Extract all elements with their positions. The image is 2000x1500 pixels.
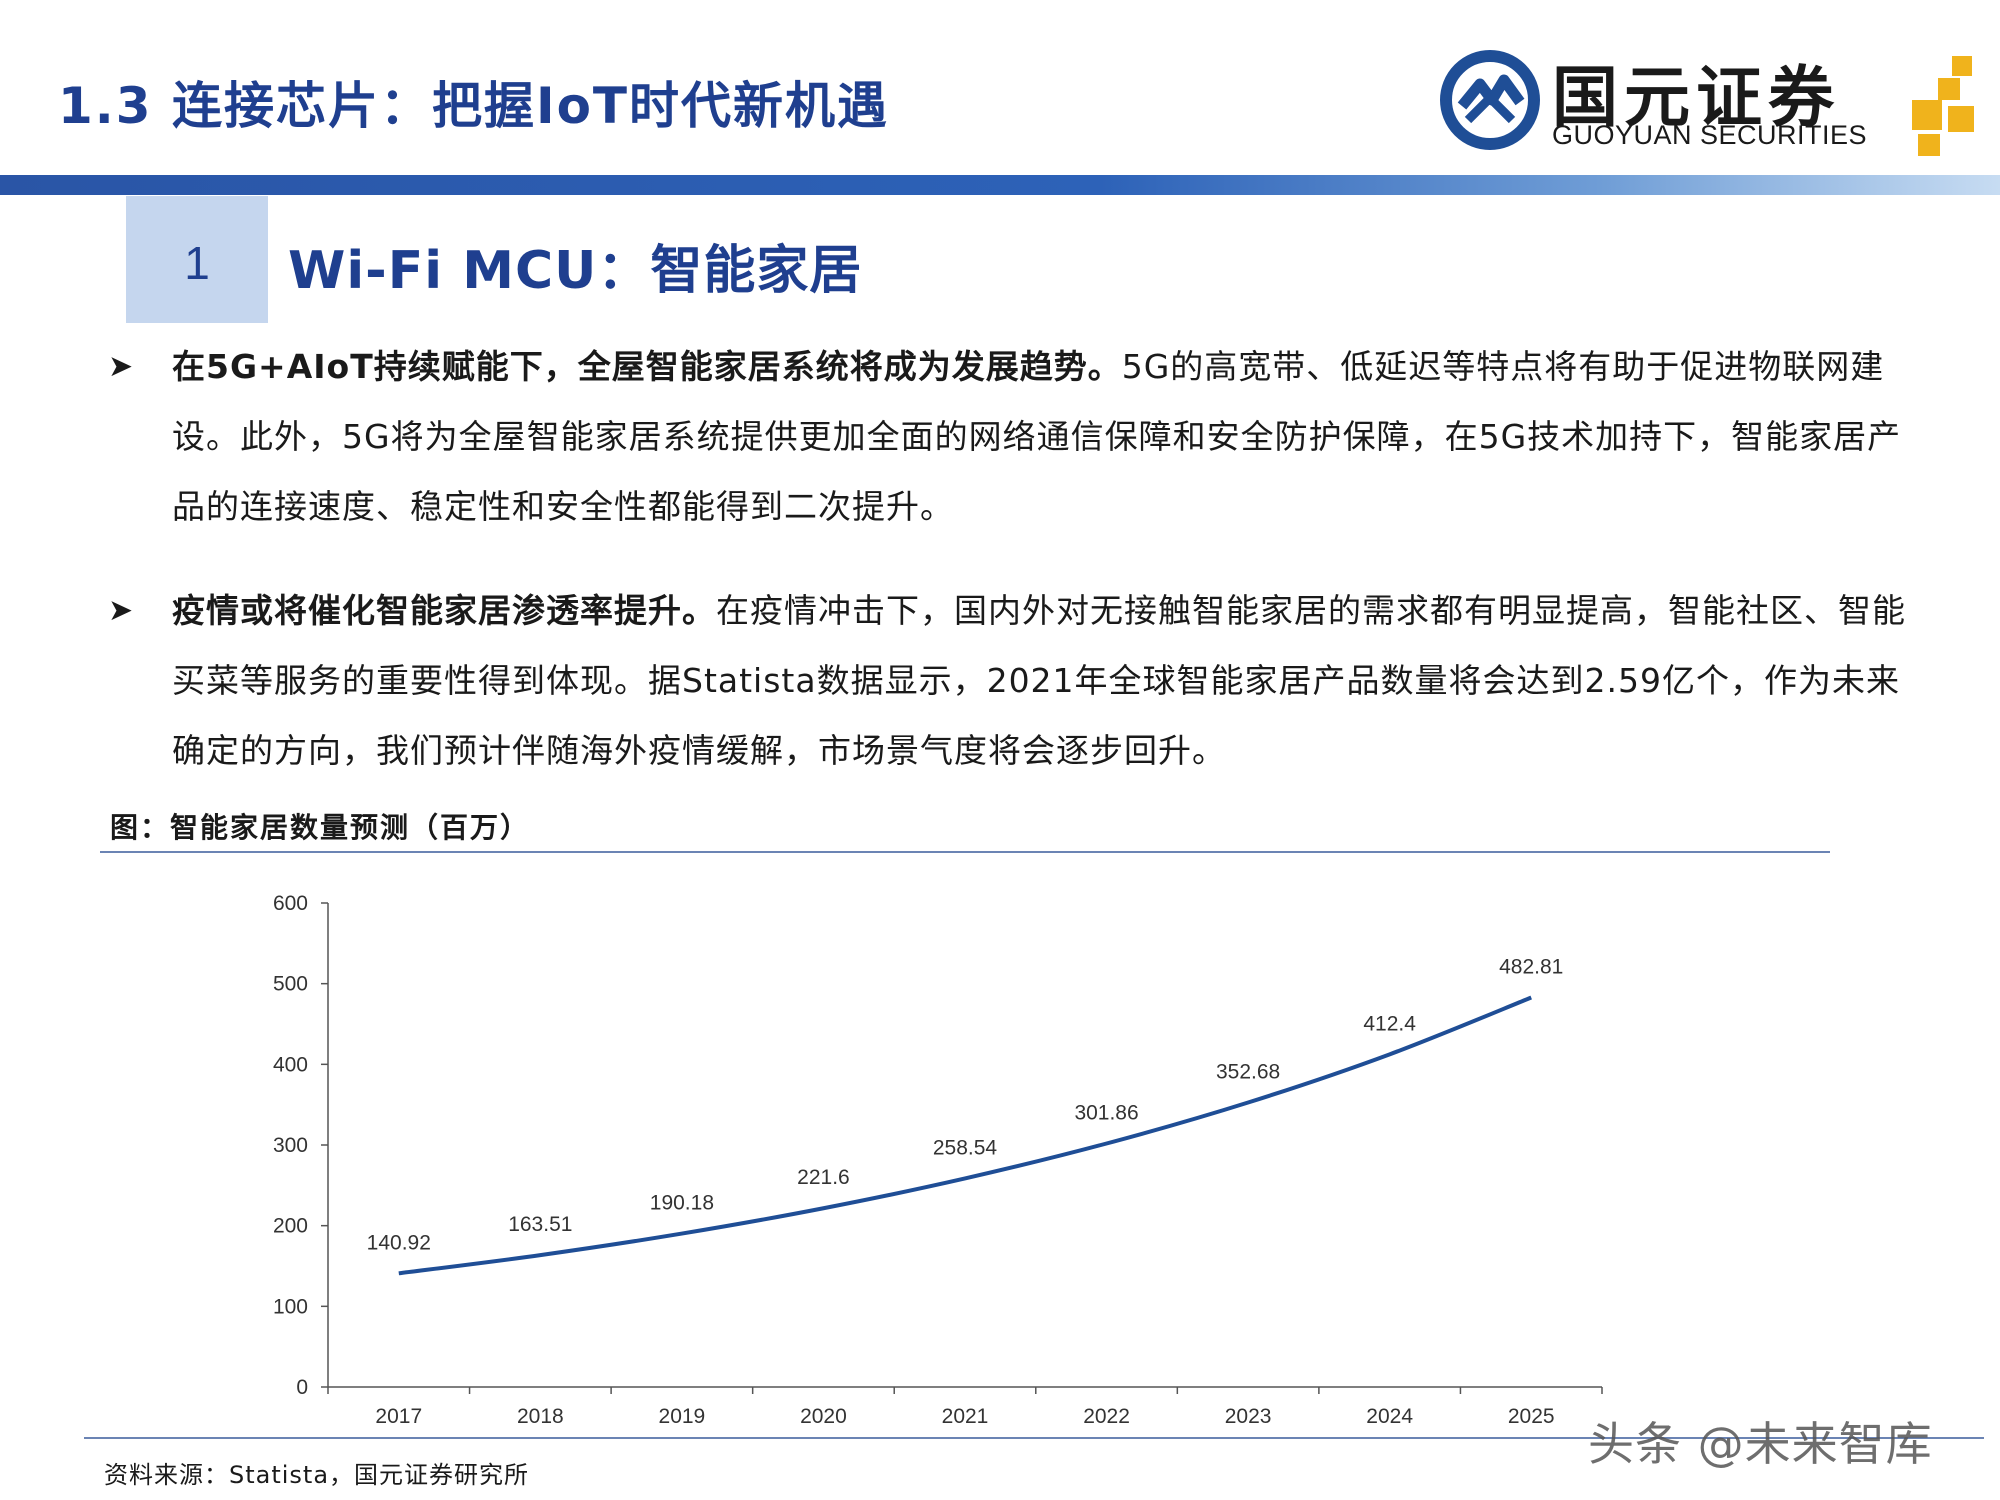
y-tick-label: 200 bbox=[273, 1215, 308, 1238]
section-title: Wi-Fi MCU：智能家居 bbox=[288, 241, 863, 301]
data-label: 412.4 bbox=[1363, 1012, 1416, 1035]
logo-text-cn: 国元证券 bbox=[1552, 59, 1840, 136]
paragraph-2-lead: 疫情或将催化智能家居渗透率提升。 bbox=[172, 591, 716, 630]
figure-source: 资料来源：Statista，国元证券研究所 bbox=[104, 1461, 530, 1489]
x-tick-label: 2017 bbox=[375, 1405, 422, 1428]
x-tick-label: 2018 bbox=[517, 1405, 564, 1428]
y-tick-label: 600 bbox=[273, 892, 308, 915]
data-label: 301.86 bbox=[1074, 1101, 1138, 1124]
paragraph-1-body: 5G的高宽带、低延迟等特点将有助于促进物联网建设。此外，5G将为全屋智能家居系统… bbox=[172, 347, 1902, 526]
figure-bottom-rule bbox=[84, 1437, 1984, 1439]
x-tick-label: 2020 bbox=[800, 1405, 847, 1428]
x-tick-label: 2019 bbox=[659, 1405, 706, 1428]
bullet-arrow-icon: ➤ bbox=[108, 593, 135, 628]
y-tick-label: 400 bbox=[273, 1053, 308, 1076]
figure-title: 图：智能家居数量预测（百万） bbox=[110, 811, 531, 844]
series-line bbox=[398, 995, 1532, 1276]
company-logo: 国元证券 GUOYUAN SECURITIES bbox=[1440, 48, 1980, 158]
data-label: 140.92 bbox=[367, 1231, 431, 1254]
section-number: 1 bbox=[184, 237, 210, 289]
x-tick-label: 2022 bbox=[1083, 1405, 1130, 1428]
data-label: 190.18 bbox=[650, 1192, 714, 1215]
figure-top-rule bbox=[100, 851, 1830, 853]
y-tick-label: 300 bbox=[273, 1134, 308, 1157]
x-tick-label: 2024 bbox=[1366, 1405, 1413, 1428]
bullet-arrow-icon: ➤ bbox=[108, 349, 135, 384]
paragraph-2-body: 在疫情冲击下，国内外对无接触智能家居的需求都有明显提高，智能社区、智能买菜等服务… bbox=[172, 591, 1906, 770]
logo-emblem-icon bbox=[1440, 50, 1540, 150]
x-tick-label: 2021 bbox=[942, 1405, 989, 1428]
header-divider-bar bbox=[0, 175, 2000, 195]
page-title: 1.3 连接芯片：把握IoT时代新机遇 bbox=[58, 77, 890, 135]
x-tick-label: 2023 bbox=[1225, 1405, 1272, 1428]
watermark: 头条 @未来智库 bbox=[1588, 1417, 1933, 1471]
y-tick-label: 500 bbox=[273, 973, 308, 996]
logo-text-en: GUOYUAN SECURITIES bbox=[1552, 120, 1868, 150]
data-label: 482.81 bbox=[1499, 956, 1563, 979]
bullet-paragraph-2: ➤ 疫情或将催化智能家居渗透率提升。在疫情冲击下，国内外对无接触智能家居的需求都… bbox=[108, 576, 1908, 786]
logo-gold-squares-icon bbox=[1912, 56, 1974, 156]
data-label: 258.54 bbox=[933, 1136, 998, 1159]
data-label: 163.51 bbox=[508, 1213, 572, 1236]
data-label: 352.68 bbox=[1216, 1061, 1280, 1084]
data-label: 221.6 bbox=[797, 1166, 850, 1189]
paragraph-1-lead: 在5G+AIoT持续赋能下，全屋智能家居系统将成为发展趋势。 bbox=[172, 347, 1122, 386]
y-tick-label: 100 bbox=[273, 1295, 308, 1318]
section-number-box: 1 bbox=[126, 196, 268, 323]
bullet-paragraph-1: ➤ 在5G+AIoT持续赋能下，全屋智能家居系统将成为发展趋势。5G的高宽带、低… bbox=[108, 332, 1908, 542]
y-tick-label: 0 bbox=[296, 1376, 308, 1399]
x-tick-label: 2025 bbox=[1508, 1405, 1555, 1428]
